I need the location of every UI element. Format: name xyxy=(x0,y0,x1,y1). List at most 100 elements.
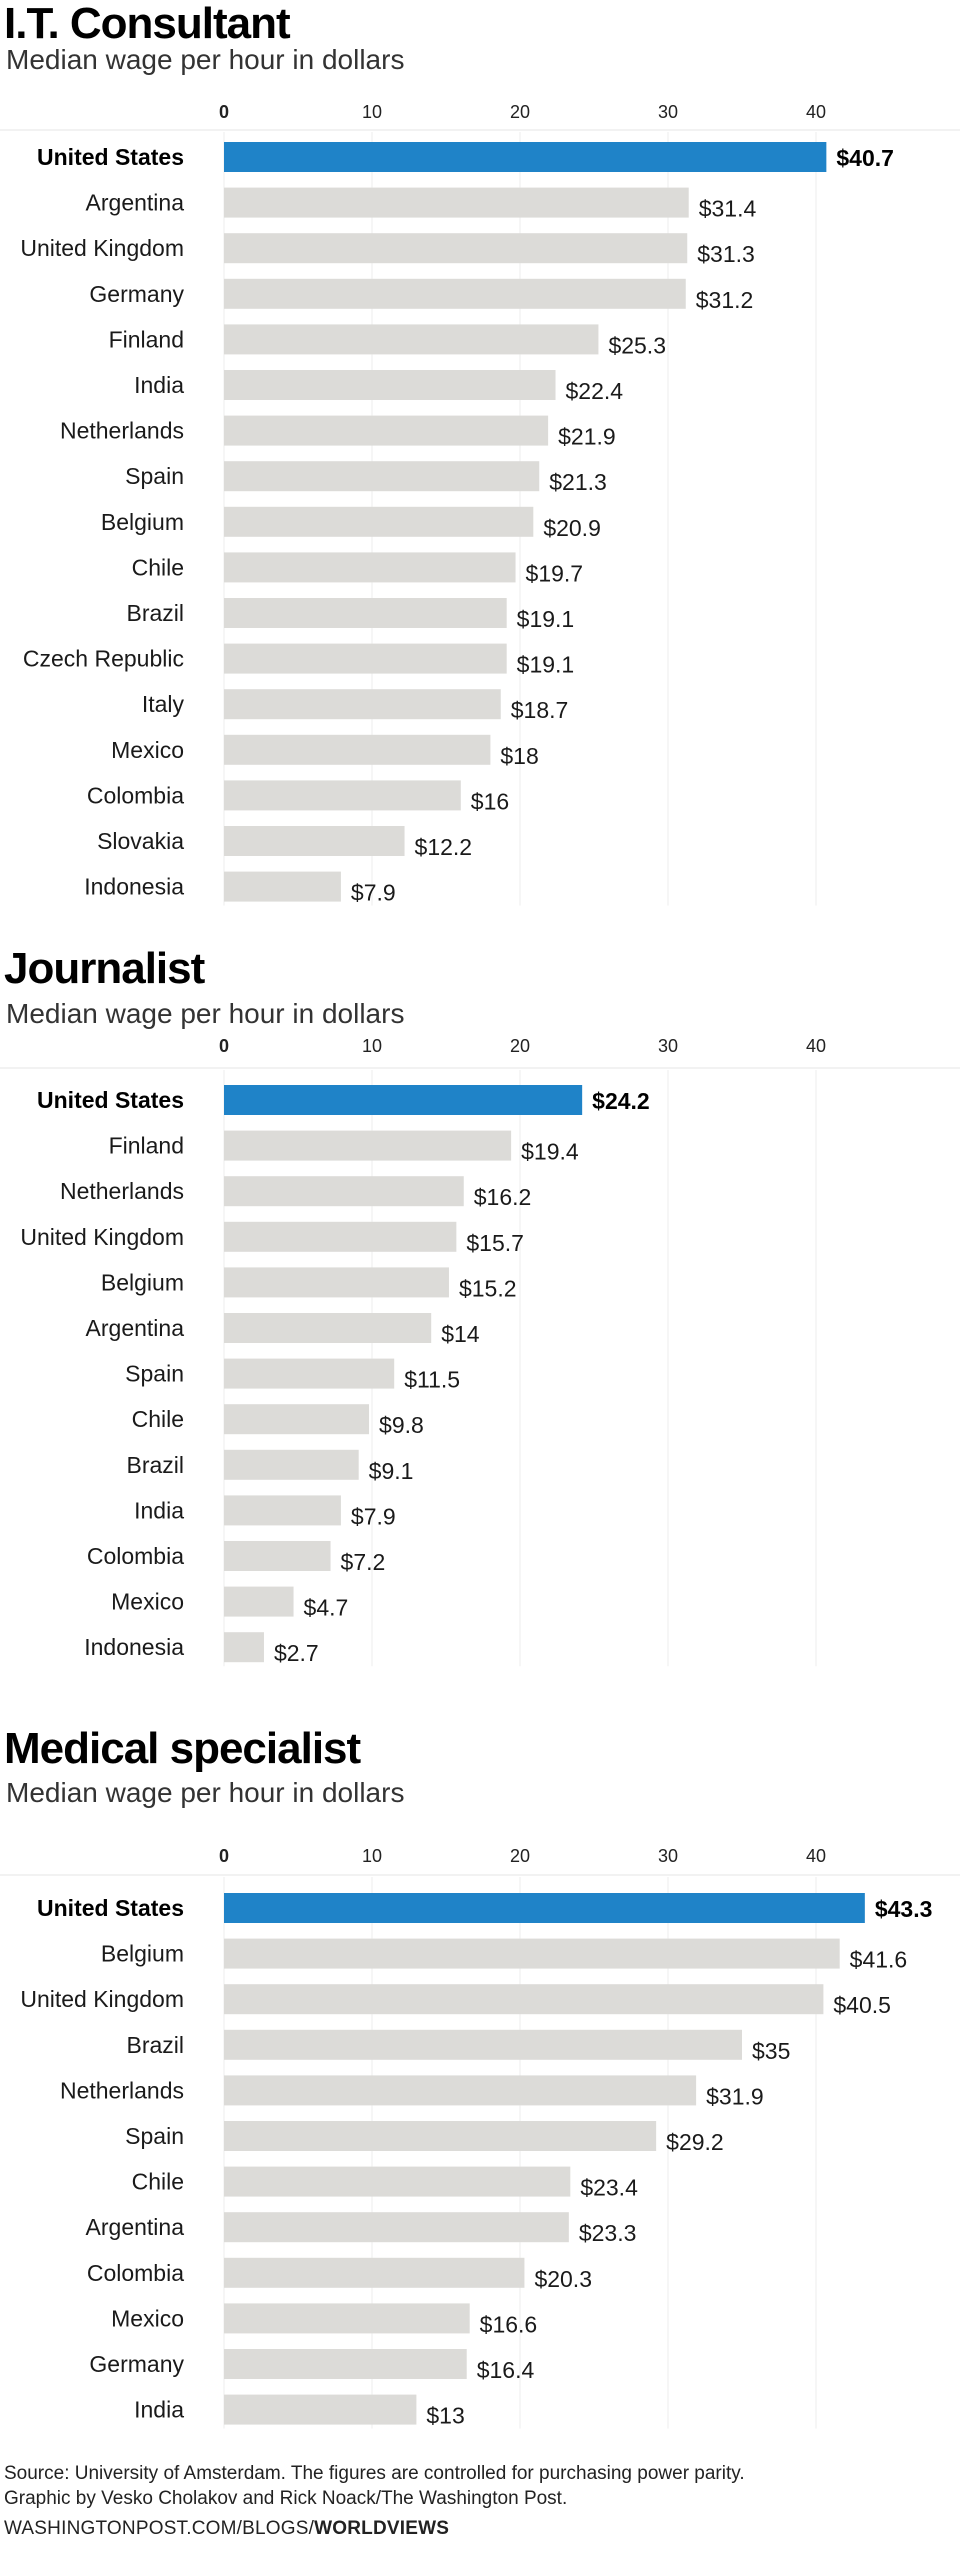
bar-colombia xyxy=(224,1541,331,1571)
value-label-chile: $23.4 xyxy=(580,2175,638,2201)
bar-chart-medical-specialist: 0 10 20 30 40 United States $43.3 Belgium $41.6 U… xyxy=(0,1846,960,2429)
category-label-spain: Spain xyxy=(125,2123,184,2149)
value-label-slovakia: $12.2 xyxy=(415,834,473,860)
chart-subtitle: Median wage per hour in dollars xyxy=(6,1777,405,1808)
value-label-netherlands: $21.9 xyxy=(558,424,616,450)
bar-colombia xyxy=(224,780,461,811)
bar-mexico xyxy=(224,734,491,765)
value-label-indonesia: $2.7 xyxy=(274,1640,319,1666)
value-label-spain: $11.5 xyxy=(404,1367,460,1393)
category-label-mexico: Mexico xyxy=(111,1589,184,1615)
category-label-india: India xyxy=(134,2397,184,2423)
category-label-germany: Germany xyxy=(89,2351,184,2377)
x-tick-label-30: 30 xyxy=(658,1846,678,1866)
value-label-argentina: $23.3 xyxy=(579,2220,637,2246)
value-label-colombia: $7.2 xyxy=(341,1549,386,1575)
bar-italy xyxy=(224,689,501,720)
category-label-argentina: Argentina xyxy=(86,2214,185,2240)
category-label-slovakia: Slovakia xyxy=(97,828,184,854)
category-label-czech-republic: Czech Republic xyxy=(23,646,184,672)
bar-spain xyxy=(224,1358,395,1389)
x-tick-label-0: 0 xyxy=(219,1846,229,1866)
category-label-belgium: Belgium xyxy=(101,1269,184,1295)
value-label-chile: $9.8 xyxy=(379,1412,424,1438)
category-label-brazil: Brazil xyxy=(126,2032,184,2058)
chart-panel-medical-specialist: Medical specialist Median wage per hour … xyxy=(0,1725,960,2445)
value-label-united-kingdom: $15.7 xyxy=(466,1230,524,1256)
value-label-mexico: $16.6 xyxy=(480,2311,538,2337)
bar-germany xyxy=(224,278,686,309)
value-label-united-states: $24.2 xyxy=(592,1088,650,1114)
footer: Source: University of Amsterdam. The fig… xyxy=(4,2461,944,2541)
x-tick-label-10: 10 xyxy=(362,102,382,122)
category-label-finland: Finland xyxy=(109,326,184,352)
x-tick-label-20: 20 xyxy=(510,1846,530,1866)
chart-subtitle: Median wage per hour in dollars xyxy=(6,998,405,1029)
value-label-united-states: $40.7 xyxy=(836,145,894,171)
bar-mexico xyxy=(224,2303,470,2334)
value-label-finland: $25.3 xyxy=(608,332,666,358)
category-label-mexico: Mexico xyxy=(111,737,184,763)
bar-united-kingdom xyxy=(224,1221,457,1252)
value-label-united-states: $43.3 xyxy=(875,1896,933,1922)
value-label-mexico: $18 xyxy=(500,743,538,769)
x-tick-label-10: 10 xyxy=(362,1846,382,1866)
value-label-italy: $18.7 xyxy=(511,697,569,723)
chart-title: Journalist xyxy=(4,944,205,993)
bar-chile xyxy=(224,1404,370,1435)
value-label-india: $13 xyxy=(426,2403,464,2429)
value-label-brazil: $9.1 xyxy=(369,1458,414,1484)
x-tick-label-40: 40 xyxy=(806,1846,826,1866)
category-label-colombia: Colombia xyxy=(87,782,184,808)
bar-chart-it-consultant: 0 10 20 30 40 United States $40.7 Argentina $31.… xyxy=(0,102,960,906)
chart-panel-journalist: Journalist Median wage per hour in dolla… xyxy=(0,944,960,1667)
value-label-argentina: $14 xyxy=(441,1321,480,1347)
category-label-indonesia: Indonesia xyxy=(84,874,184,900)
chart-subtitle: Median wage per hour in dollars xyxy=(6,44,405,75)
x-tick-label-0: 0 xyxy=(219,102,229,122)
x-tick-label-30: 30 xyxy=(658,102,678,122)
bar-india xyxy=(224,1495,341,1526)
bar-united-kingdom xyxy=(224,233,688,264)
value-label-belgium: $41.6 xyxy=(850,1947,908,1973)
category-label-united-states: United States xyxy=(37,1087,184,1113)
category-label-united-kingdom: United Kingdom xyxy=(20,1224,184,1250)
category-label-netherlands: Netherlands xyxy=(60,418,184,444)
value-label-colombia: $20.3 xyxy=(534,2266,592,2292)
bar-united-states xyxy=(224,1085,583,1115)
bar-united-states xyxy=(224,1893,865,1923)
bar-indonesia xyxy=(224,871,341,902)
x-tick-label-40: 40 xyxy=(806,102,826,122)
category-label-united-kingdom: United Kingdom xyxy=(20,235,184,261)
bar-netherlands xyxy=(224,1176,464,1207)
source-note: Source: University of Amsterdam. The fig… xyxy=(4,2463,745,2484)
bar-chile xyxy=(224,552,516,583)
bar-chile xyxy=(224,2166,571,2197)
category-label-spain: Spain xyxy=(125,463,184,489)
bar-united-kingdom xyxy=(224,1984,824,2015)
chart-title: I.T. Consultant xyxy=(4,0,291,48)
value-label-brazil: $35 xyxy=(752,2038,790,2064)
value-label-colombia: $16 xyxy=(471,788,509,814)
category-label-united-kingdom: United Kingdom xyxy=(20,1986,184,2012)
value-label-brazil: $19.1 xyxy=(517,606,575,632)
category-label-netherlands: Netherlands xyxy=(60,1178,184,1204)
bar-mexico xyxy=(224,1586,294,1617)
bar-belgium xyxy=(224,506,534,537)
category-label-chile: Chile xyxy=(132,2169,184,2195)
value-label-india: $22.4 xyxy=(566,378,624,404)
category-label-mexico: Mexico xyxy=(111,2305,184,2331)
category-label-indonesia: Indonesia xyxy=(84,1634,184,1660)
bar-belgium xyxy=(224,1267,449,1298)
value-label-mexico: $4.7 xyxy=(304,1595,349,1621)
value-label-india: $7.9 xyxy=(351,1503,396,1529)
x-tick-label-20: 20 xyxy=(510,102,530,122)
bar-netherlands xyxy=(224,415,549,446)
bar-chart-journalist: 0 10 20 30 40 United States $24.2 Finland $19.4 N… xyxy=(0,1036,960,1667)
bar-germany xyxy=(224,2349,467,2379)
bar-india xyxy=(224,2394,417,2425)
category-label-belgium: Belgium xyxy=(101,509,184,535)
brand-link[interactable]: WASHINGTONPOST.COM/BLOGS/WORLDVIEWS xyxy=(4,2516,944,2541)
bar-finland xyxy=(224,324,599,355)
brand-prefix: WASHINGTONPOST.COM/BLOGS/ xyxy=(4,2518,315,2539)
